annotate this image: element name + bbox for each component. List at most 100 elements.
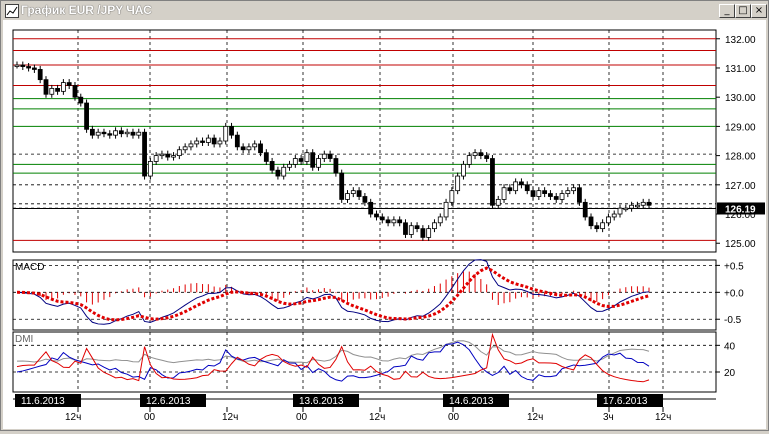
time-tick-label: 3ч (603, 412, 614, 423)
macd-tick-label: +0.0 (724, 288, 744, 299)
dmi-panel: 40 20 DMI (12, 331, 736, 393)
candle-body (211, 137, 217, 145)
candle-body (403, 222, 408, 235)
candle-body (588, 216, 594, 227)
candle-body (420, 228, 426, 238)
date-label: 17.6.2013 (603, 396, 648, 407)
candle-body (234, 134, 240, 148)
candle-body (287, 163, 292, 168)
candle-body (78, 96, 84, 104)
candle-body (524, 184, 530, 192)
panel-frame (12, 29, 717, 253)
candle-body (165, 153, 171, 158)
time-tick-label: 12ч (655, 412, 671, 423)
candle-body (275, 169, 281, 177)
candle-body (577, 187, 582, 203)
candle-body (501, 187, 507, 200)
candle-body (124, 131, 130, 135)
candle-body (101, 131, 107, 135)
macd-tick-label: -0.5 (724, 315, 742, 326)
candle-body (635, 204, 640, 208)
candle-body (594, 225, 600, 230)
macd-line (16, 259, 650, 325)
time-tick-label: 12ч (222, 412, 238, 423)
price-tick-label: 126.00 (725, 210, 756, 221)
candle-body (89, 128, 95, 136)
candle-body (617, 207, 623, 215)
candle-body (391, 219, 397, 224)
candle-body (258, 143, 263, 154)
candle-body (136, 131, 142, 136)
time-tick-label: 12ч (527, 412, 543, 423)
panel-frame (12, 259, 717, 331)
price-tick-label: 127.00 (725, 181, 756, 192)
last-price-label: 126.19 (725, 204, 756, 215)
candle-body (478, 152, 484, 157)
candle-body (484, 155, 490, 159)
date-label-box (597, 394, 663, 407)
dmi-minus-line (16, 332, 650, 383)
date-label: 13.6.2013 (299, 396, 344, 407)
dmi-tick-label: 20 (724, 368, 736, 379)
candle-body (571, 187, 577, 192)
candle-body (606, 216, 611, 224)
dmi-plus-line (16, 341, 650, 382)
candle-body (37, 69, 43, 81)
candle-body (356, 190, 362, 197)
candle-body (229, 125, 234, 136)
candle-body (611, 213, 617, 218)
minimize-button[interactable]: _ (719, 4, 735, 18)
price-tick-label: 132.00 (725, 35, 756, 46)
candle-body (292, 158, 298, 165)
close-button[interactable]: × (751, 4, 767, 18)
candle-body (159, 153, 165, 157)
candle-body (623, 207, 629, 211)
candle-body (362, 196, 368, 203)
candle-body (414, 225, 420, 230)
candle-body (408, 225, 414, 235)
date-label-box (443, 394, 509, 407)
candle-body (374, 213, 379, 218)
candle-body (345, 193, 350, 200)
candle-body (426, 228, 432, 238)
candle-body (495, 199, 501, 206)
candle-body (31, 67, 37, 70)
candle-body (565, 190, 571, 194)
candle-body (60, 82, 66, 92)
title-bar[interactable]: График EUR /JPY ЧАС _ □ × (2, 2, 767, 19)
date-label-box (140, 394, 206, 407)
chart-area[interactable]: 132.00 131.00 130.00 129.00 128.00 127.00 126.… (3, 20, 766, 429)
chart-canvas[interactable]: 132.00 131.00 130.00 129.00 128.00 127.00 126.… (3, 20, 766, 429)
candle-body (582, 201, 588, 218)
candle-body (281, 166, 287, 177)
candle-body (194, 140, 200, 145)
candle-body (466, 155, 472, 165)
candle-body (472, 152, 478, 157)
candle-body (455, 175, 461, 192)
candle-body (43, 79, 49, 95)
candle-body (368, 201, 374, 215)
adx-line (16, 340, 650, 364)
candle-body (443, 201, 449, 218)
price-tick-label: 129.00 (725, 122, 756, 133)
maximize-button[interactable]: □ (735, 4, 751, 18)
date-label: 14.6.2013 (449, 396, 494, 407)
candle-body (316, 158, 321, 168)
candle-body (55, 88, 60, 92)
candle-body (84, 102, 89, 130)
price-tick-label: 125.00 (725, 239, 756, 250)
price-panel: 132.00 131.00 130.00 129.00 128.00 127.00 126.… (12, 29, 765, 253)
date-label-box (15, 394, 81, 407)
macd-panel: +0.5 +0.0 -0.5 MACD (12, 259, 744, 331)
candle-body (72, 85, 78, 98)
candle-body (200, 140, 205, 143)
candle-body (542, 190, 548, 194)
macd-signal-line (16, 266, 650, 322)
candle-body (507, 187, 513, 192)
dmi-tick-label: 40 (724, 341, 736, 352)
candle-body (646, 201, 652, 206)
candle-body (327, 153, 333, 159)
candle-body (205, 137, 211, 143)
window-title: График EUR /JPY ЧАС (21, 3, 152, 17)
